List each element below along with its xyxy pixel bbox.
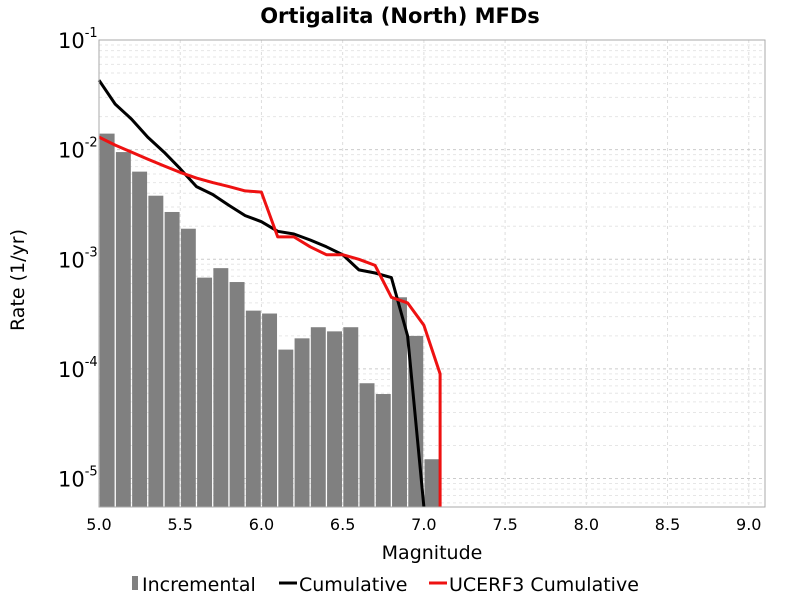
incremental-bar <box>245 310 261 507</box>
incremental-bar <box>278 349 294 507</box>
incremental-bar <box>424 459 440 507</box>
y-tick-label: 10-5 <box>58 465 98 492</box>
incremental-bar <box>132 171 148 507</box>
incremental-bar <box>310 327 326 507</box>
incremental-bar <box>99 133 115 507</box>
incremental-bar <box>375 394 391 507</box>
incremental-bar <box>327 331 343 507</box>
cumulative-lines <box>97 79 442 508</box>
legend: Incremental Cumulative UCERF3 Cumulative <box>132 574 639 596</box>
incremental-bar <box>197 277 213 507</box>
incremental-bar <box>115 152 131 507</box>
ucerf3-cumulative-line <box>98 135 442 507</box>
incremental-bar <box>359 383 375 507</box>
x-axis-tick-labels: 5.0 5.5 6.0 6.5 7.0 7.5 8.0 8.5 9.0 <box>86 515 761 534</box>
x-tick-label: 6.0 <box>249 515 274 534</box>
incremental-bar <box>148 195 164 507</box>
y-axis-title: Rate (1/yr) <box>7 229 29 331</box>
x-tick-label: 7.5 <box>492 515 517 534</box>
legend-label-incremental: Incremental <box>142 574 256 596</box>
incremental-bar <box>180 228 196 507</box>
y-tick-label: 10-4 <box>58 355 98 382</box>
x-tick-label: 6.5 <box>330 515 355 534</box>
x-axis-title: Magnitude <box>382 542 483 564</box>
cumulative-line <box>97 79 426 508</box>
legend-label-cumulative: Cumulative <box>299 574 407 596</box>
y-axis-tick-labels: 10-1 10-2 10-3 10-4 10-5 <box>58 26 98 492</box>
x-tick-label: 8.0 <box>574 515 599 534</box>
x-tick-label: 5.5 <box>167 515 192 534</box>
x-tick-label: 8.5 <box>655 515 680 534</box>
legend-swatch-incremental <box>132 576 138 590</box>
plot-border <box>98 39 766 508</box>
incremental-bar <box>294 338 310 507</box>
incremental-bar <box>229 282 245 507</box>
incremental-bars <box>99 133 440 507</box>
chart-title: Ortigalita (North) MFDs <box>260 4 540 28</box>
legend-label-ucerf3: UCERF3 Cumulative <box>449 574 639 596</box>
incremental-bar <box>262 313 278 507</box>
x-tick-label: 5.0 <box>86 515 111 534</box>
y-tick-label: 10-3 <box>58 245 98 272</box>
x-tick-label: 9.0 <box>736 515 761 534</box>
incremental-bar <box>213 268 229 507</box>
incremental-bar <box>392 297 407 507</box>
incremental-bar <box>343 327 359 507</box>
y-tick-label: 10-1 <box>58 26 98 53</box>
x-tick-label: 7.0 <box>411 515 436 534</box>
incremental-bar <box>164 211 180 507</box>
y-tick-label: 10-2 <box>58 136 98 163</box>
